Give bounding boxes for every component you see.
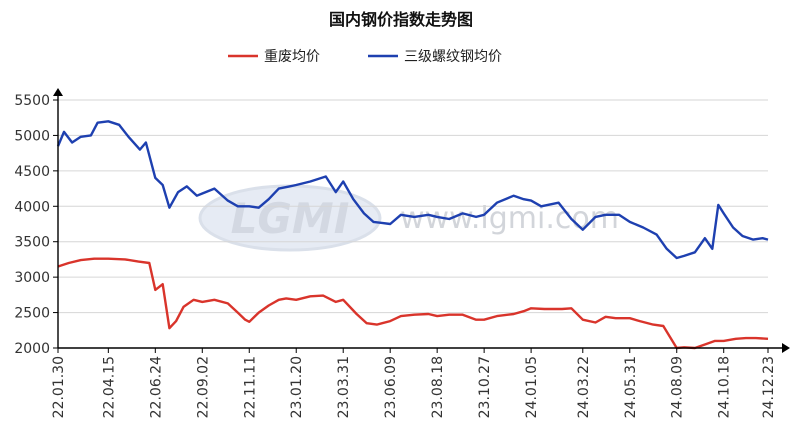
ytick-label-5000: 5000 xyxy=(14,128,50,144)
xtick-label-8: 23.08.18 xyxy=(430,356,446,418)
xtick-label-7: 23.06.09 xyxy=(383,356,399,418)
xtick-label-3: 22.09.02 xyxy=(195,356,211,418)
ytick-label-4500: 4500 xyxy=(14,164,50,180)
xtick-label-12: 24.05.31 xyxy=(623,356,639,418)
axes xyxy=(53,88,790,353)
xtick-label-11: 24.03.22 xyxy=(576,356,592,418)
ytick-label-4000: 4000 xyxy=(14,199,50,215)
xtick-label-4: 22.11.11 xyxy=(242,356,258,418)
chart-title: 国内钢价指数走势图 xyxy=(329,10,473,29)
series-line-1 xyxy=(56,120,769,260)
xtick-label-10: 24.01.05 xyxy=(524,356,540,418)
series-lines xyxy=(56,120,769,350)
ytick-label-3500: 3500 xyxy=(14,235,50,251)
series-line-0 xyxy=(57,257,769,350)
xtick-label-9: 23.10.27 xyxy=(477,356,493,418)
xtick-label-5: 23.01.20 xyxy=(289,356,305,418)
legend: 重废均价 三级螺纹钢均价 xyxy=(228,49,502,65)
legend-label-rebar: 三级螺纹钢均价 xyxy=(404,49,502,65)
watermark-logo: LGMI xyxy=(231,194,350,243)
xtick-label-14: 24.10.18 xyxy=(717,356,733,418)
ytick-label-3000: 3000 xyxy=(14,270,50,286)
xtick-label-1: 22.04.15 xyxy=(101,356,117,418)
legend-label-scrap: 重废均价 xyxy=(264,49,320,65)
ytick-label-2500: 2500 xyxy=(14,306,50,322)
ytick-label-2000: 2000 xyxy=(14,341,50,357)
y-tick-labels: 2000 2500 3000 3500 4000 4500 5000 5500 xyxy=(14,93,58,357)
x-tick-labels: 22.01.30 22.04.15 22.06.24 22.09.02 22.11.11… xyxy=(51,348,777,418)
xtick-label-15: 24.12.23 xyxy=(761,356,777,418)
ytick-label-5500: 5500 xyxy=(14,93,50,109)
xtick-label-2: 22.06.24 xyxy=(148,356,164,418)
watermark: LGMI www.lgmi.com xyxy=(198,184,619,252)
xtick-label-0: 22.01.30 xyxy=(51,356,67,418)
y-axis-arrow xyxy=(53,88,63,96)
xtick-label-13: 24.08.09 xyxy=(670,356,686,418)
x-axis-arrow xyxy=(782,343,790,353)
grid-lines xyxy=(58,99,768,314)
xtick-label-6: 23.03.31 xyxy=(336,356,352,418)
